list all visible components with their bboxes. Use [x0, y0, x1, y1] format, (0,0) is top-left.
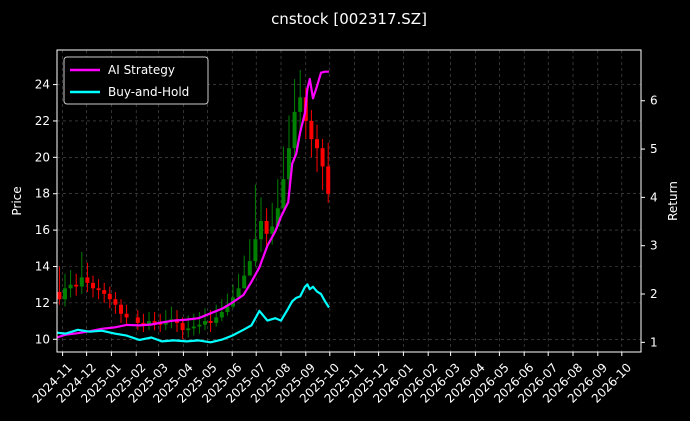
candle-body — [96, 288, 101, 291]
y-tick-label: 18 — [35, 187, 50, 201]
candle-body — [63, 288, 67, 300]
candle-body — [326, 166, 331, 194]
axes: 2024-112024-122025-012025-022025-032025-… — [30, 78, 658, 406]
y-tick-label: 24 — [35, 78, 50, 92]
candle-body — [191, 326, 196, 329]
legend-label-ai-strategy: AI Strategy — [108, 63, 175, 77]
series-line-ai-strategy — [56, 70, 329, 339]
candle-body — [79, 277, 84, 287]
candle-body — [57, 291, 62, 300]
y-axis-label: Price — [10, 186, 24, 215]
y-tick-label: 20 — [35, 150, 50, 164]
y-tick-label: 16 — [35, 223, 50, 237]
y-tick-label: 10 — [35, 332, 50, 346]
candle-body — [147, 321, 151, 325]
y2-tick-label: 3 — [650, 239, 658, 253]
candle-body — [119, 304, 123, 314]
candle-body — [180, 322, 185, 331]
candle-body — [141, 322, 146, 325]
candle-body — [203, 321, 207, 325]
candle-body — [292, 111, 297, 149]
candle-body — [315, 139, 319, 149]
candle-body — [242, 275, 247, 289]
y2-tick-label: 4 — [650, 190, 658, 204]
candle-body — [208, 321, 213, 323]
candle-body — [264, 221, 269, 234]
legend-label-buy-and-hold: Buy-and-Hold — [108, 85, 189, 99]
candle-body — [113, 299, 118, 305]
candle-body — [309, 120, 314, 140]
candle-body — [68, 284, 73, 289]
y2-tick-label: 1 — [650, 335, 658, 349]
y-tick-label: 12 — [35, 296, 50, 310]
y-tick-label: 22 — [35, 114, 50, 128]
candle-body — [298, 97, 303, 112]
y2-axis-label: Return — [666, 181, 680, 221]
y2-tick-label: 5 — [650, 142, 658, 156]
y-tick-label: 14 — [35, 259, 50, 273]
candle-body — [225, 306, 230, 312]
candle-body — [275, 208, 280, 227]
candle-body — [219, 311, 224, 318]
y2-tick-label: 6 — [650, 94, 658, 108]
candle-body — [214, 317, 219, 323]
grid — [57, 50, 641, 352]
candle-body — [85, 277, 90, 283]
candle-body — [197, 324, 202, 327]
candle-body — [102, 290, 107, 294]
legend: AI Strategy Buy-and-Hold — [63, 56, 209, 105]
candle-body — [259, 221, 263, 240]
candle-body — [74, 284, 79, 287]
candlesticks — [57, 70, 331, 340]
series-line-buy-and-hold — [56, 283, 330, 344]
candle-body — [287, 148, 291, 180]
candle-body — [320, 148, 325, 167]
candle-body — [236, 288, 241, 298]
candle-body — [270, 226, 275, 234]
candle-body — [281, 179, 286, 209]
series-lines — [56, 70, 330, 344]
plot-frame — [56, 49, 642, 353]
candle-body — [135, 317, 140, 323]
candle-body — [107, 293, 112, 300]
candle-body — [124, 313, 129, 318]
candle-body — [91, 282, 95, 289]
candle-body — [253, 239, 258, 262]
candle-body — [152, 321, 157, 323]
candle-body — [247, 261, 252, 276]
y2-tick-label: 2 — [650, 287, 658, 301]
chart-title: cnstock [002317.SZ] — [271, 10, 427, 28]
candle-body — [186, 328, 191, 331]
